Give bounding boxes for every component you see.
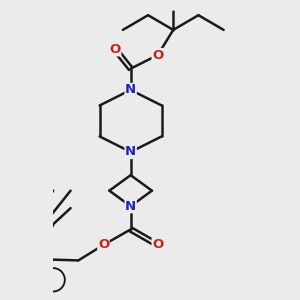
Text: N: N (125, 200, 136, 213)
Text: N: N (125, 83, 136, 96)
Text: O: O (152, 49, 164, 62)
Text: O: O (152, 238, 164, 251)
Text: O: O (110, 43, 121, 56)
Text: O: O (98, 238, 109, 251)
Text: N: N (125, 146, 136, 158)
